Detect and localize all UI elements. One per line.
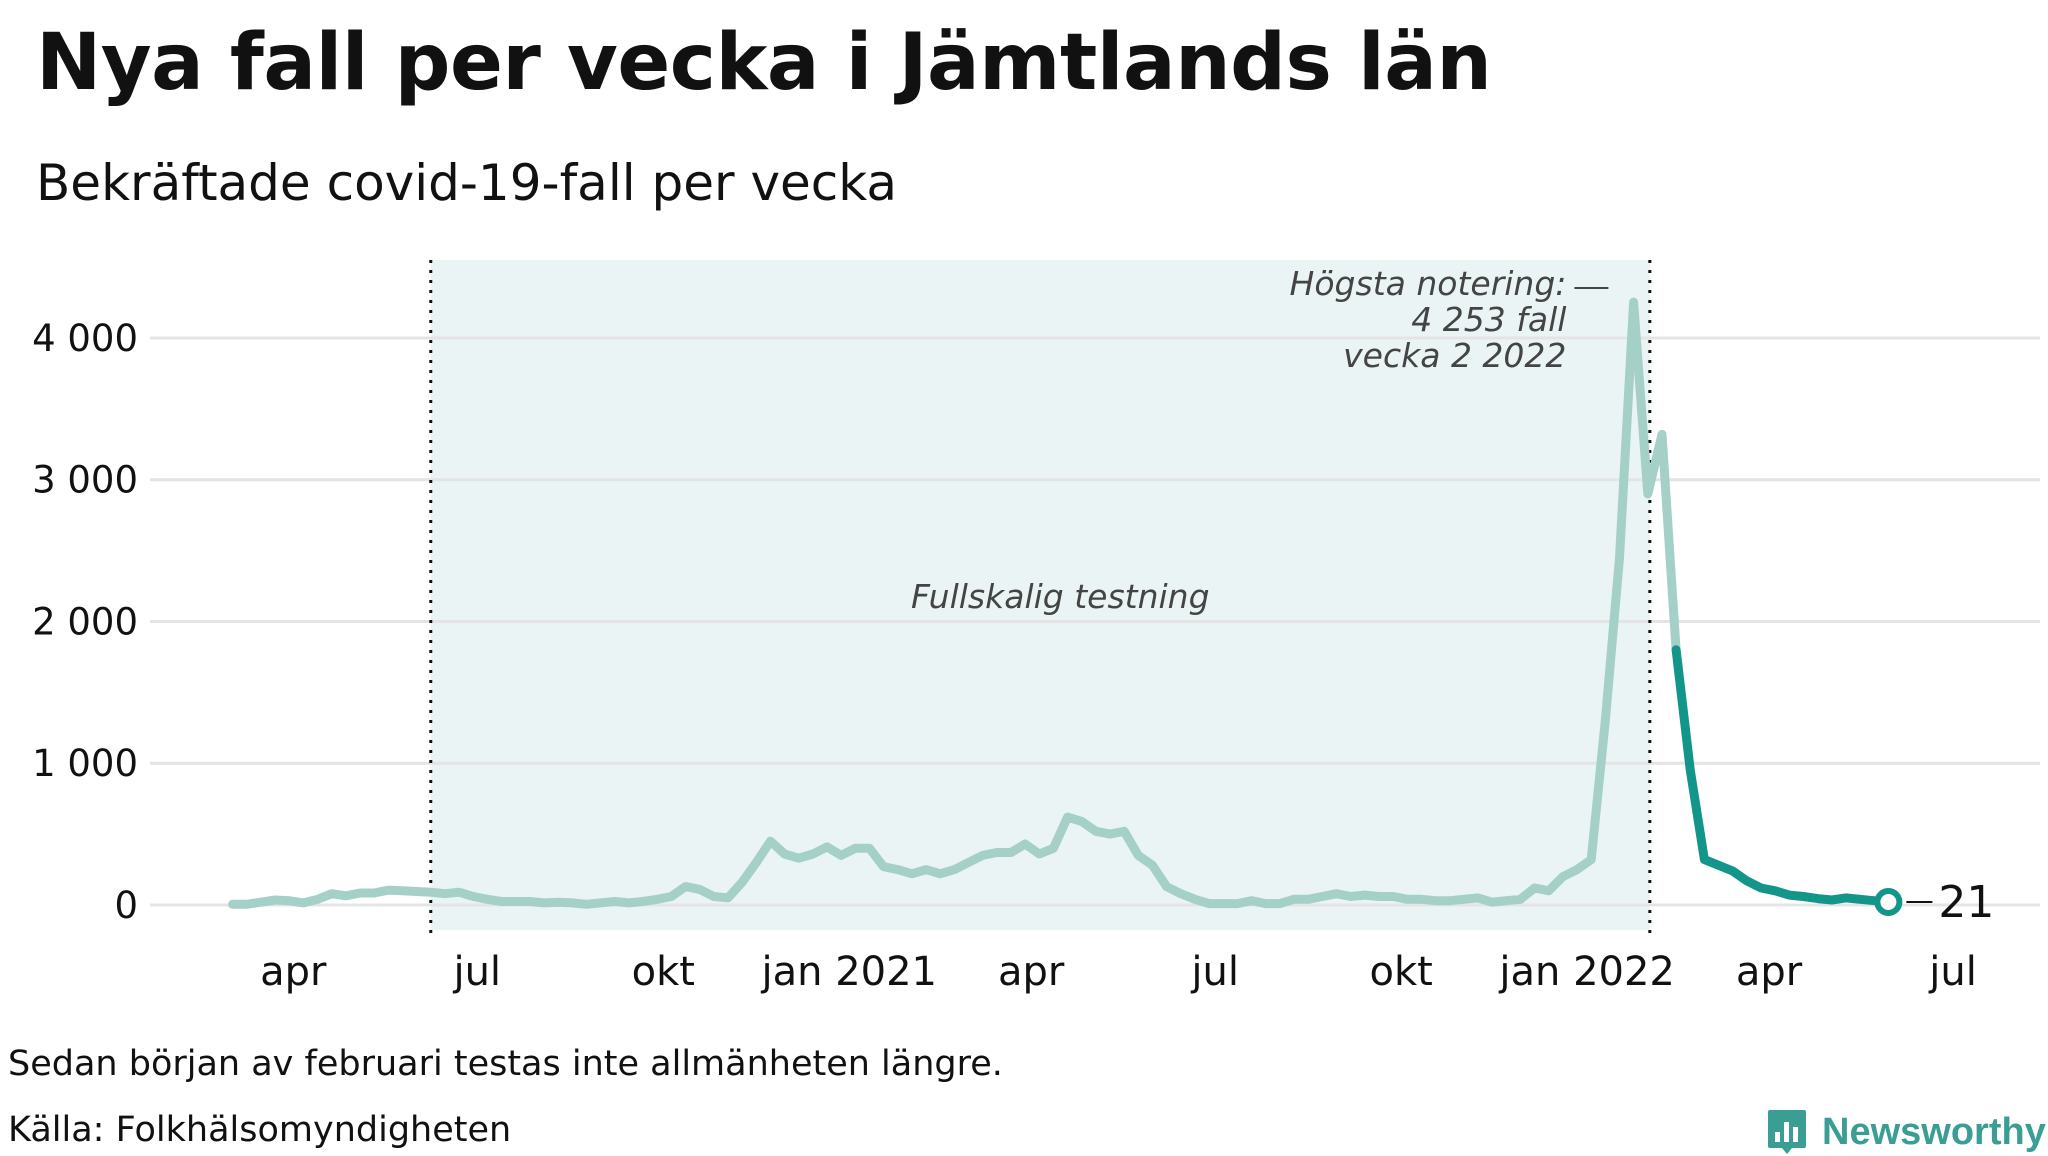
chart-title: Nya fall per vecka i Jämtlands län [36, 18, 1492, 108]
end-value-label: 21 [1938, 877, 1994, 928]
x-tick-label: jul [452, 949, 501, 995]
series-line-before [228, 297, 1681, 909]
peak-annotation-text: vecka 2 2022 [1343, 336, 1566, 375]
y-tick-label: 3 000 [32, 459, 138, 502]
x-tick-label: apr [1736, 949, 1803, 995]
end-point-marker [1874, 888, 1903, 917]
peak-annotation-text: 4 253 fall [1411, 300, 1566, 339]
y-tick-label: 2 000 [32, 600, 138, 643]
brand-logo[interactable]: Newsworthy [1766, 1108, 2046, 1156]
peak-annotation-text: Högsta notering: [1290, 264, 1567, 303]
x-tick-label: apr [998, 949, 1065, 995]
chart-subtitle: Bekräftade covid-19-fall per vecka [36, 154, 898, 212]
x-tick-label: okt [1369, 949, 1432, 995]
x-tick-label: jan 2021 [761, 949, 938, 995]
series-line-after [1671, 645, 1893, 907]
shaded-period [430, 260, 1650, 930]
newsworthy-logo-icon [1768, 1110, 1806, 1154]
footer-note: Sedan början av februari testas inte all… [8, 1044, 1003, 1084]
x-tick-label: apr [260, 949, 327, 995]
footer-source: Källa: Folkhälsomyndigheten [8, 1110, 512, 1150]
x-tick-label: okt [632, 949, 695, 995]
y-tick-label: 4 000 [32, 317, 138, 360]
x-tick-label: jul [1928, 949, 1977, 995]
shaded-period-label: Fullskalig testning [911, 577, 1210, 616]
y-tick-label: 1 000 [32, 742, 138, 785]
x-tick-label: jul [1190, 949, 1239, 995]
y-tick-label: 0 [114, 884, 138, 927]
x-tick-label: jan 2022 [1498, 949, 1675, 995]
brand-name: Newsworthy [1822, 1110, 2046, 1153]
